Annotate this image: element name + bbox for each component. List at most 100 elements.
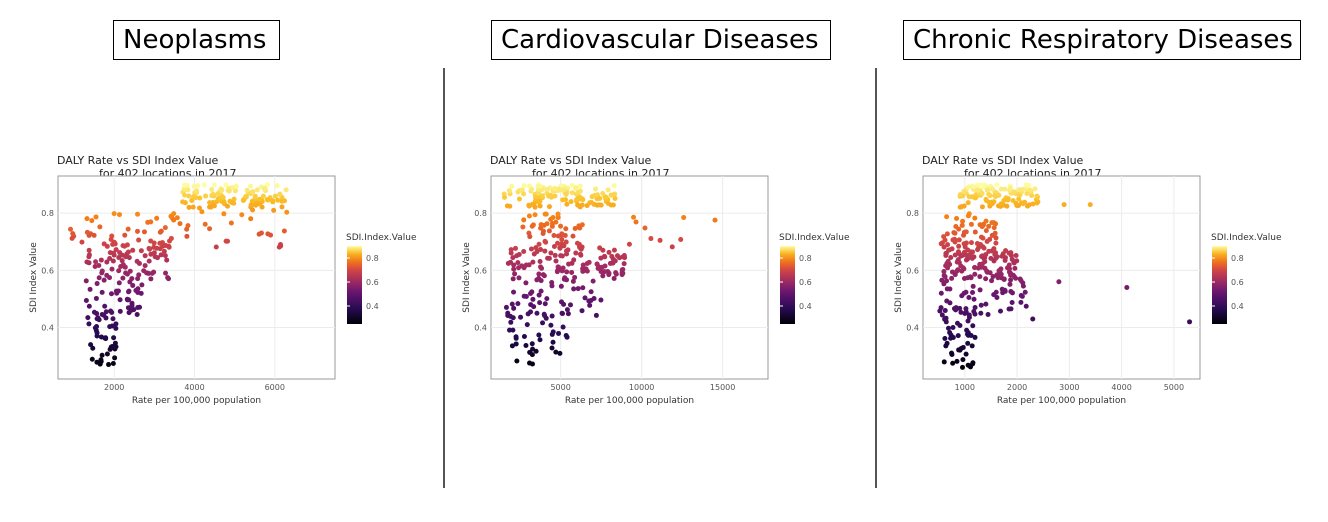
data-point (529, 289, 535, 295)
data-point (120, 275, 126, 281)
data-point (612, 258, 618, 264)
data-point (135, 286, 141, 292)
colorbar-tick-label: 0.8 (799, 254, 812, 263)
data-point (986, 191, 992, 197)
data-point (970, 323, 976, 329)
data-point (207, 204, 213, 210)
data-point (119, 258, 125, 264)
data-point (954, 358, 960, 364)
data-point (977, 287, 983, 293)
data-point (252, 193, 258, 199)
data-point (1008, 277, 1014, 283)
data-point (575, 202, 581, 208)
data-point (556, 330, 562, 336)
data-point (555, 233, 561, 239)
data-point (594, 202, 600, 208)
data-point (185, 223, 191, 229)
data-point (950, 325, 956, 331)
data-point (998, 266, 1004, 272)
data-point (541, 311, 547, 317)
y-tick-label: 0.4 (41, 324, 54, 333)
data-point (563, 239, 569, 245)
data-point (134, 228, 140, 234)
data-point (274, 183, 280, 189)
data-point (555, 211, 561, 217)
data-point (564, 307, 570, 313)
colorbar (347, 246, 362, 324)
data-point (537, 203, 543, 209)
data-point (983, 252, 989, 258)
data-point (107, 275, 113, 281)
data-point (1124, 285, 1130, 291)
data-point (546, 204, 552, 210)
data-point (521, 217, 527, 223)
data-point (511, 305, 517, 311)
legend-title: SDI.Index.Value (779, 233, 850, 243)
data-point (109, 323, 115, 329)
data-point (126, 255, 132, 261)
data-point (566, 261, 572, 267)
data-point (116, 280, 122, 286)
data-point (515, 301, 521, 307)
data-point (547, 193, 553, 199)
data-point (199, 209, 205, 215)
data-point (97, 224, 103, 230)
data-point (527, 360, 533, 366)
data-point (951, 230, 957, 236)
data-point (257, 196, 263, 202)
data-point (559, 237, 565, 243)
panel-title-neoplasms: Neoplasms (113, 20, 280, 60)
data-point (549, 223, 555, 229)
data-point (142, 253, 148, 259)
data-point (1026, 182, 1032, 188)
chart-title: DALY Rate vs SDI Index Value (57, 154, 219, 167)
data-point (1007, 185, 1013, 191)
data-point (91, 309, 97, 315)
data-point (1022, 289, 1028, 295)
data-point (977, 274, 983, 280)
data-point (937, 308, 943, 314)
data-point (952, 272, 958, 278)
data-point (521, 183, 527, 189)
data-point (138, 248, 144, 254)
data-point (537, 259, 543, 265)
data-point (524, 322, 530, 328)
data-point (1002, 186, 1008, 192)
data-point (151, 250, 157, 256)
colorbar (780, 246, 795, 324)
data-point (552, 186, 558, 192)
data-point (587, 302, 593, 308)
y-tick-label: 0.4 (906, 324, 919, 333)
y-tick-label: 0.6 (906, 266, 919, 275)
data-point (568, 199, 574, 205)
data-point (957, 204, 963, 210)
data-point (503, 304, 509, 310)
data-point (122, 264, 128, 270)
data-point (960, 344, 966, 350)
data-point (986, 223, 992, 229)
data-point (552, 252, 558, 258)
data-point (103, 336, 109, 342)
data-point (146, 258, 152, 264)
data-point (165, 275, 171, 281)
data-point (221, 211, 227, 217)
data-point (539, 193, 545, 199)
data-point (606, 249, 612, 255)
data-point (93, 259, 99, 265)
data-point (163, 270, 169, 276)
data-point (972, 215, 978, 221)
data-point (938, 290, 944, 296)
data-point (104, 259, 110, 265)
data-point (104, 351, 110, 357)
panel-title-cardiovascular: Cardiovascular Diseases (491, 20, 831, 60)
data-point (542, 301, 548, 307)
data-point (980, 222, 986, 228)
data-point (588, 297, 594, 303)
data-point (116, 268, 122, 274)
data-point (939, 240, 945, 246)
data-point (569, 269, 575, 275)
data-point (118, 264, 124, 270)
data-point (1000, 290, 1006, 296)
data-point (1026, 202, 1032, 208)
